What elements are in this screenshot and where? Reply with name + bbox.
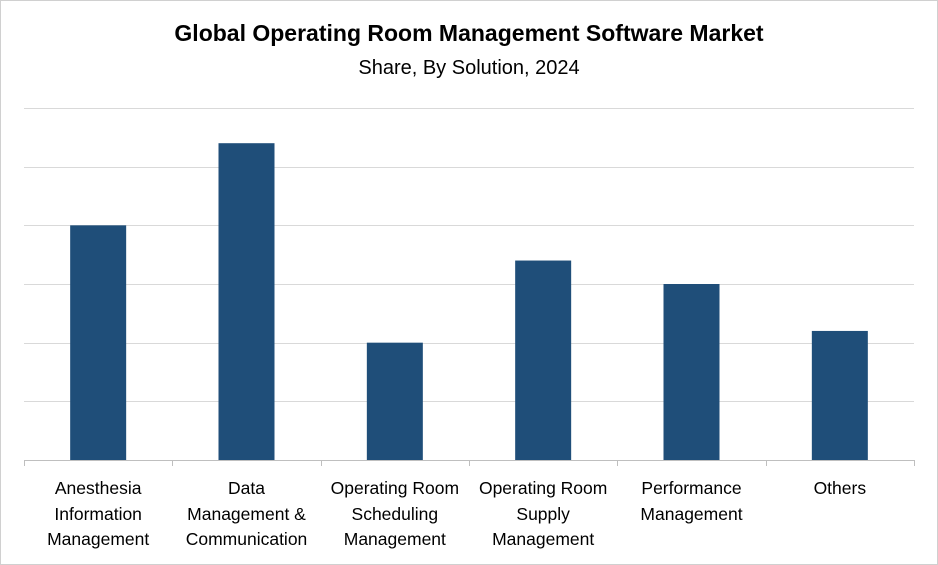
x-tick-label-line: Management xyxy=(492,529,595,549)
gridlines xyxy=(24,108,914,402)
x-axis xyxy=(24,460,915,466)
x-tick-label-line: Operating Room xyxy=(478,478,608,498)
chart-subtitle: Share, By Solution, 2024 xyxy=(358,57,580,79)
x-tick-label-line: Management xyxy=(640,503,743,524)
chart-title: Global Operating Room Management Softwar… xyxy=(174,20,764,46)
bar xyxy=(70,225,127,460)
x-tick-label-line: Information xyxy=(54,503,142,524)
x-tick-label-line: Operating Room xyxy=(330,478,460,498)
x-tick-label-line: Management xyxy=(343,529,446,549)
x-tick-label-line: Data xyxy=(228,478,265,498)
bar xyxy=(366,342,423,460)
x-tick-label: Operating Room Supply Management xyxy=(469,476,617,553)
x-tick-label-line: Others xyxy=(813,478,867,498)
bar xyxy=(218,143,275,460)
x-tick-label-line: Management & xyxy=(187,503,306,524)
x-tick-label-line: Communication xyxy=(185,529,308,549)
x-tick-label-line: Supply xyxy=(516,503,570,524)
bar xyxy=(515,260,572,460)
bar xyxy=(811,330,868,460)
x-tick-label-line: Anesthesia xyxy=(54,478,142,498)
bar xyxy=(663,284,720,460)
x-tick-label-line: Performance xyxy=(641,478,742,498)
x-tick-label: Operating Room Scheduling Management xyxy=(321,476,469,553)
x-tick-label: Data Management & Communication xyxy=(173,476,321,553)
x-tick-label: Anesthesia Information Management xyxy=(24,476,172,553)
x-tick-label: Others xyxy=(766,476,914,502)
x-tick-label-line: Management xyxy=(47,529,150,549)
x-tick-label: Performance Management xyxy=(618,476,766,527)
bars xyxy=(70,143,868,460)
x-tick-label-line: Scheduling xyxy=(351,503,439,524)
